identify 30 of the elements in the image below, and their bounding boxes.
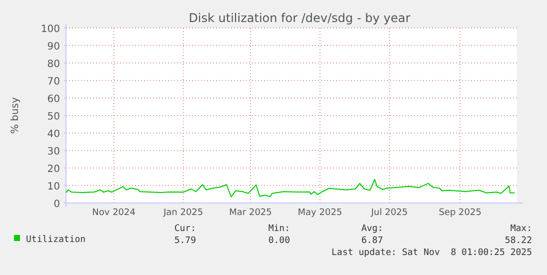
- x-tick-label: May 2025: [298, 208, 342, 218]
- text: Avg:: [361, 224, 383, 234]
- text: Min:: [268, 224, 290, 234]
- y-tick-label: 60: [47, 94, 60, 105]
- y-tick-label: 0: [54, 199, 60, 210]
- legend-label: Utilization: [26, 235, 86, 245]
- x-tick-label: Nov 2024: [92, 208, 136, 218]
- text: Max:: [510, 224, 532, 234]
- y-tick-label: 10: [47, 182, 60, 192]
- chart-title: Disk utilization for /dev/sdg - by year: [188, 11, 410, 25]
- text: 6.87: [361, 236, 383, 246]
- y-tick-label: 80: [47, 59, 60, 70]
- text: Last update: Sat Nov 8 01:00:25 2025: [332, 248, 532, 258]
- y-tick-label: 90: [47, 42, 60, 52]
- y-tick-label: 30: [47, 146, 60, 158]
- x-tick-label: Mar 2025: [229, 208, 272, 218]
- x-tick-label: Jan 2025: [162, 208, 204, 218]
- x-tick-label: Jul 2025: [370, 208, 408, 218]
- text: Cur:: [174, 224, 196, 234]
- y-tick-label: 50: [47, 112, 60, 122]
- y-axis-title: % busy: [10, 97, 21, 134]
- y-tick-label: 20: [47, 164, 60, 175]
- x-tick-label: Sep 2025: [438, 208, 482, 218]
- y-tick-label: 40: [47, 129, 60, 140]
- text: 0.00: [268, 236, 290, 246]
- text: 5.79: [174, 236, 196, 246]
- y-tick-label: 100: [40, 24, 60, 35]
- line-series: [66, 178, 516, 198]
- text: 58.22: [504, 236, 532, 246]
- y-tick-label: 70: [47, 76, 60, 88]
